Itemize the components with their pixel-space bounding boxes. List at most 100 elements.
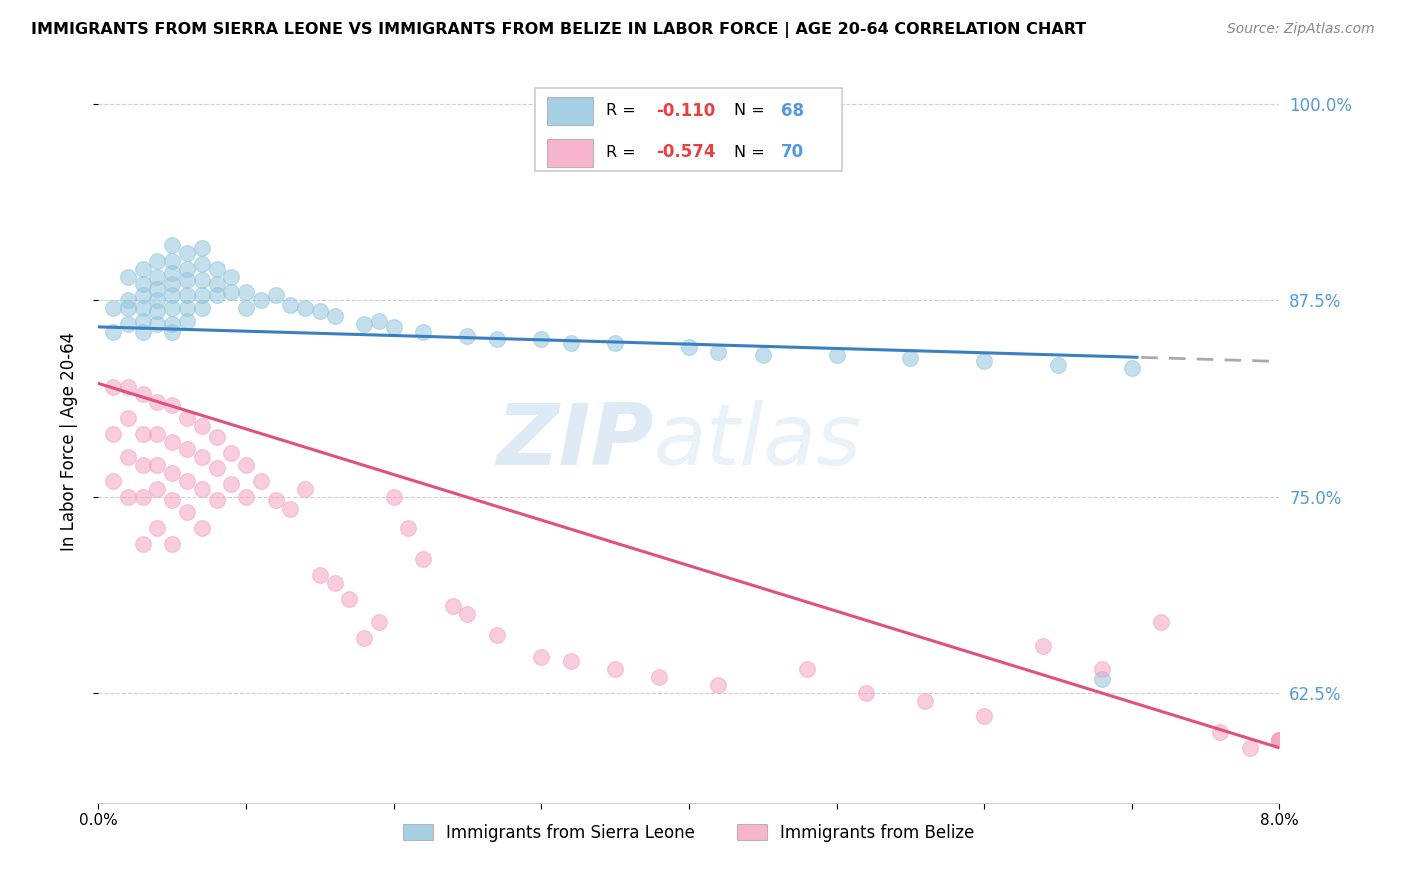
Point xyxy=(132,387,155,401)
Point xyxy=(146,482,169,496)
Point xyxy=(132,301,155,315)
Point xyxy=(855,686,877,700)
Point xyxy=(191,521,214,535)
Point xyxy=(486,628,509,642)
Point xyxy=(103,379,125,393)
Point xyxy=(132,277,155,292)
Point xyxy=(382,490,405,504)
Text: N =: N = xyxy=(734,103,769,119)
Point xyxy=(353,317,375,331)
Point xyxy=(294,301,316,315)
Point xyxy=(398,521,420,535)
Point xyxy=(1046,358,1070,372)
Text: Source: ZipAtlas.com: Source: ZipAtlas.com xyxy=(1227,22,1375,37)
Point xyxy=(294,482,316,496)
Point xyxy=(162,492,183,507)
Point xyxy=(146,269,169,284)
Point xyxy=(146,282,169,296)
Point xyxy=(1239,740,1261,755)
Point xyxy=(323,309,346,323)
Point xyxy=(176,301,198,315)
Point xyxy=(162,325,183,339)
Point xyxy=(146,293,169,308)
Point xyxy=(1268,733,1291,747)
Point xyxy=(205,430,228,444)
Point xyxy=(132,536,155,550)
Point xyxy=(205,492,228,507)
Point xyxy=(560,655,582,669)
Point xyxy=(162,466,183,480)
Y-axis label: In Labor Force | Age 20-64: In Labor Force | Age 20-64 xyxy=(59,332,77,551)
Point xyxy=(132,288,155,302)
Point xyxy=(914,694,936,708)
Point xyxy=(707,678,730,692)
Text: 70: 70 xyxy=(782,144,804,161)
Point xyxy=(117,301,139,315)
Point xyxy=(162,398,183,412)
Point xyxy=(235,301,257,315)
Point xyxy=(368,313,391,327)
Point xyxy=(205,288,228,302)
Text: atlas: atlas xyxy=(654,400,862,483)
Point xyxy=(368,615,391,629)
Point xyxy=(205,261,228,276)
Point xyxy=(1091,662,1114,676)
Point xyxy=(235,458,257,472)
Point xyxy=(176,261,198,276)
Point xyxy=(146,426,169,441)
Point xyxy=(412,325,434,339)
Point xyxy=(176,442,198,457)
Point xyxy=(117,490,139,504)
FancyBboxPatch shape xyxy=(547,138,593,167)
Point xyxy=(162,536,183,550)
Text: IMMIGRANTS FROM SIERRA LEONE VS IMMIGRANTS FROM BELIZE IN LABOR FORCE | AGE 20-6: IMMIGRANTS FROM SIERRA LEONE VS IMMIGRAN… xyxy=(31,22,1087,38)
Point xyxy=(221,477,243,491)
Point xyxy=(1091,672,1114,686)
Point xyxy=(1268,733,1291,747)
Point xyxy=(250,293,273,308)
Point xyxy=(132,313,155,327)
Point xyxy=(221,269,243,284)
Point xyxy=(530,333,553,347)
Point xyxy=(176,411,198,425)
Point xyxy=(707,345,730,359)
Text: N =: N = xyxy=(734,145,769,160)
Point xyxy=(221,445,243,459)
Point xyxy=(132,490,155,504)
Point xyxy=(205,277,228,292)
Point xyxy=(486,333,509,347)
Point xyxy=(146,304,169,318)
Point xyxy=(191,418,214,433)
Point xyxy=(457,329,479,343)
Point xyxy=(441,599,464,614)
Point xyxy=(191,273,214,287)
Text: R =: R = xyxy=(606,103,641,119)
Point xyxy=(1209,725,1232,739)
FancyBboxPatch shape xyxy=(547,97,593,125)
Point xyxy=(235,285,257,300)
Point xyxy=(162,238,183,252)
Text: -0.574: -0.574 xyxy=(655,144,716,161)
Point xyxy=(117,269,139,284)
Point xyxy=(176,288,198,302)
Point xyxy=(117,317,139,331)
Point xyxy=(457,607,479,622)
Point xyxy=(900,351,922,366)
Point xyxy=(323,575,346,590)
Point xyxy=(103,325,125,339)
Point xyxy=(146,317,169,331)
Point xyxy=(1121,360,1143,375)
Point xyxy=(146,458,169,472)
Point xyxy=(103,426,125,441)
Point xyxy=(162,434,183,449)
Point xyxy=(117,293,139,308)
Point xyxy=(1268,733,1291,747)
Point xyxy=(1268,733,1291,747)
Point xyxy=(353,631,375,645)
Point xyxy=(309,304,332,318)
Point xyxy=(605,335,627,350)
Text: ZIP: ZIP xyxy=(496,400,654,483)
Point xyxy=(530,649,553,664)
Point xyxy=(103,474,125,488)
Point xyxy=(162,301,183,315)
